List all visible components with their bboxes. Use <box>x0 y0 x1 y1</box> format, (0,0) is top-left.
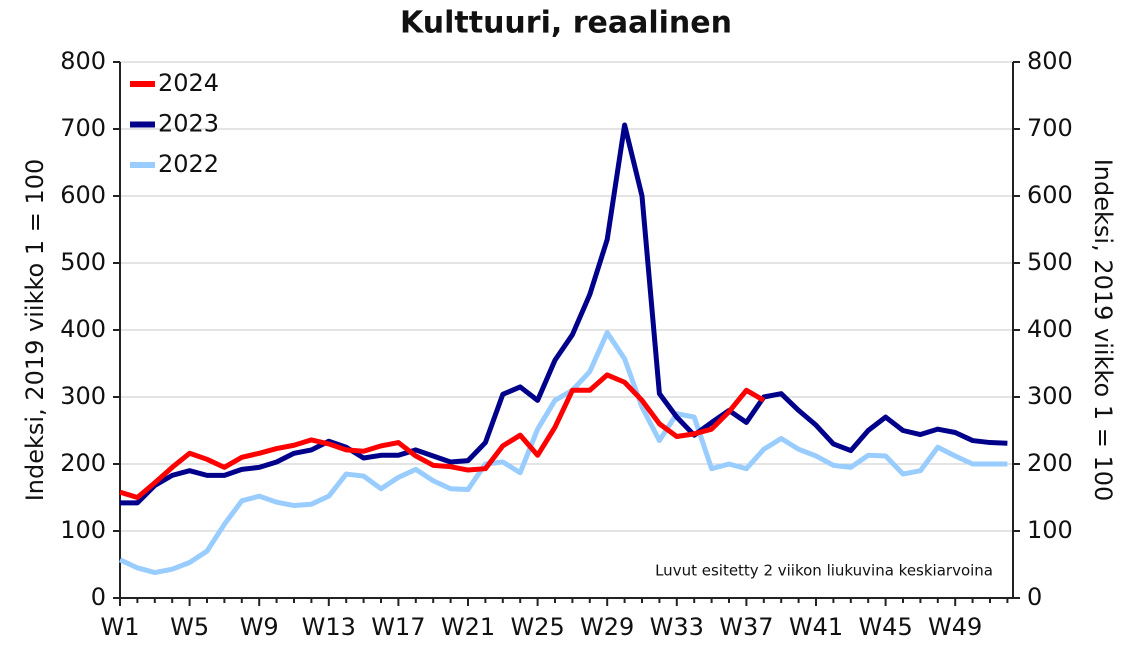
x-tick-label: W45 <box>858 613 912 641</box>
x-tick-label: W37 <box>719 613 773 641</box>
y-tick-label: 200 <box>60 449 106 477</box>
y-tick-label: 800 <box>60 47 106 75</box>
y-tick-label: 700 <box>60 114 106 142</box>
y-tick-label: 600 <box>60 181 106 209</box>
chart-title: Kulttuuri, reaalinen <box>400 6 732 41</box>
y2-tick-label: 800 <box>1027 47 1073 75</box>
y-tick-label: 500 <box>60 248 106 276</box>
x-tick-label: W33 <box>650 613 704 641</box>
y2-tick-label: 300 <box>1027 382 1073 410</box>
legend-label: 2023 <box>158 110 219 138</box>
y2-axis-title: Indeksi, 2019 viikko 1 = 100 <box>1089 159 1117 502</box>
x-tick-label: W1 <box>101 613 140 641</box>
y2-tick-label: 700 <box>1027 114 1073 142</box>
y-tick-label: 300 <box>60 382 106 410</box>
series-line <box>118 330 1008 576</box>
series-line <box>120 122 1008 506</box>
x-tick-label: W5 <box>170 613 209 641</box>
y2-tick-label: 500 <box>1027 248 1073 276</box>
y2-tick-label: 400 <box>1027 315 1073 343</box>
x-tick-label: W25 <box>510 613 564 641</box>
x-tick-label: W29 <box>580 613 634 641</box>
x-tick-label: W13 <box>302 613 356 641</box>
x-tick-label: W41 <box>789 613 843 641</box>
x-tick-label: W21 <box>441 613 495 641</box>
annotation: Luvut esitetty 2 viikon liukuvina keskia… <box>655 562 993 580</box>
y2-tick-label: 0 <box>1027 583 1042 611</box>
x-tick-label: W9 <box>240 613 279 641</box>
y2-tick-label: 200 <box>1027 449 1073 477</box>
y2-tick-label: 100 <box>1027 516 1073 544</box>
legend-label: 2022 <box>158 150 219 178</box>
y-tick-label: 0 <box>91 583 106 611</box>
x-tick-label: W49 <box>928 613 982 641</box>
legend-label: 2024 <box>158 69 219 97</box>
series-line <box>119 372 766 500</box>
x-tick-label: W17 <box>371 613 425 641</box>
y2-tick-label: 600 <box>1027 181 1073 209</box>
y-axis-title: Indeksi, 2019 viikko 1 = 100 <box>21 159 49 502</box>
y-tick-label: 400 <box>60 315 106 343</box>
y-tick-label: 100 <box>60 516 106 544</box>
